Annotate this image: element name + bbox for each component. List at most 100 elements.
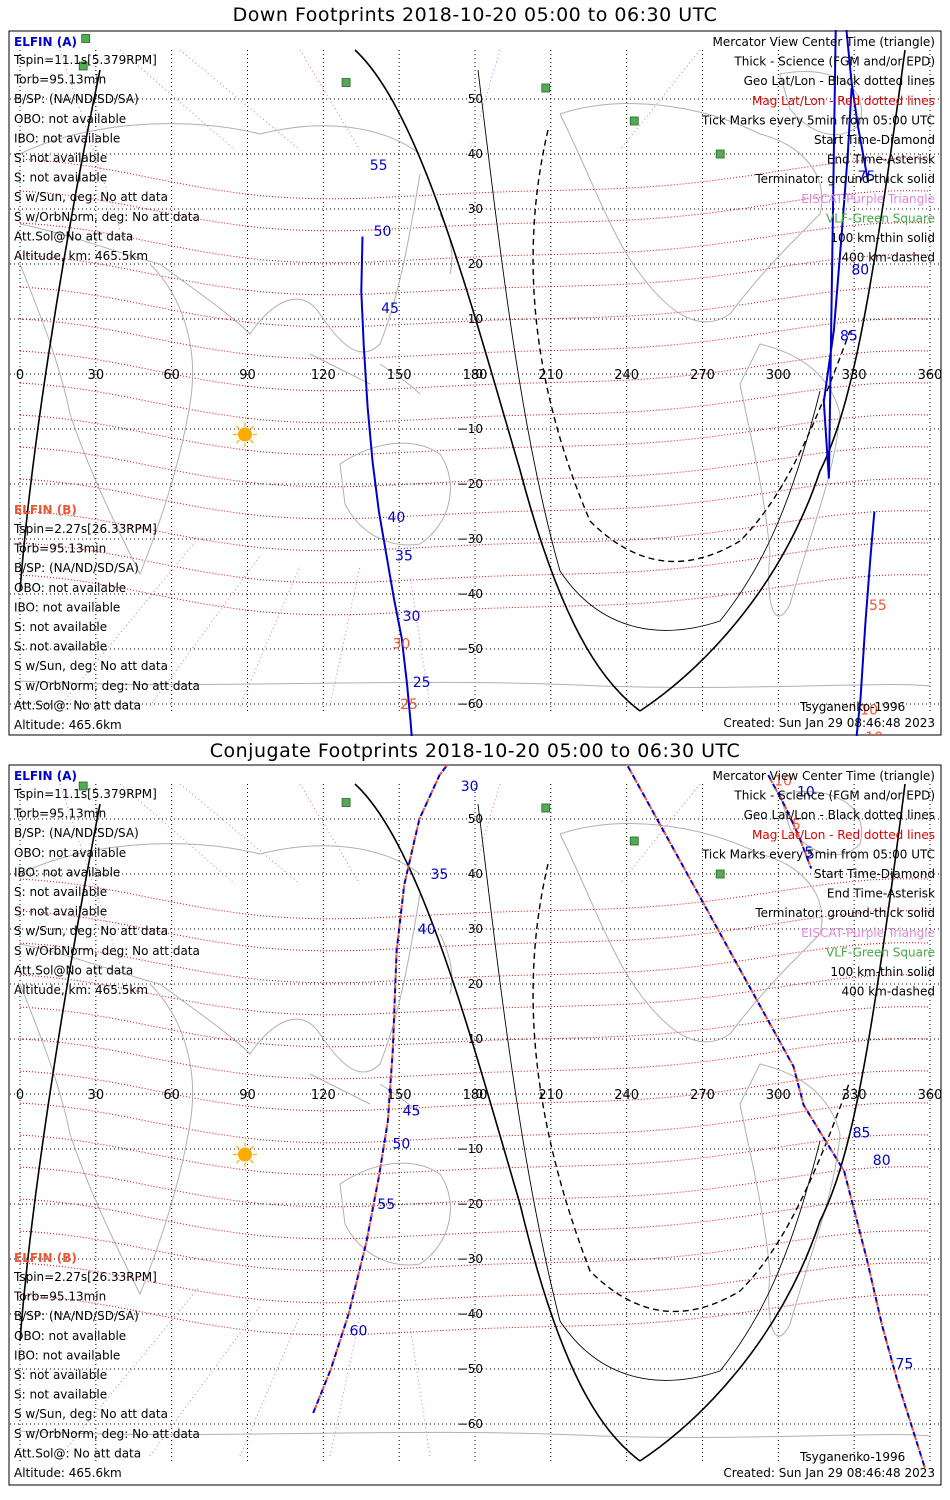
track-time-tick: 75 [858, 169, 876, 185]
legend-line: Thick - Science (FGM and/or EPD) [733, 55, 935, 69]
elfin-b-info-line: S: not available [14, 1388, 107, 1402]
track-time-tick: 5 [878, 598, 887, 614]
elfin-b-info-line: S: not available [14, 620, 107, 634]
terminator-400km [532, 863, 851, 1313]
y-tick-label: 50 [468, 92, 483, 106]
vlf-station-marker [341, 78, 351, 87]
elfin-a-info-line: S w/Sun, deg: No att data [14, 924, 168, 938]
terminator-100km [477, 69, 821, 631]
elfin-b-info-line: Att.Sol@: No att data [14, 1446, 141, 1460]
elfin-a-info-line: Att.Sol@No att data [14, 963, 133, 977]
y-tick-label: −40 [458, 587, 483, 601]
mag-lon-line [239, 1315, 301, 1457]
elfin-b-info-line: IBO: not available [14, 1348, 120, 1362]
elfin-b-info-line: S w/OrbNorm, deg: No att data [14, 679, 200, 693]
legend-line: 100 km-thin solid [830, 965, 935, 979]
mag-lat-curve [19, 222, 931, 264]
legend-line: VLF-Green Square [826, 211, 935, 225]
track-time-tick: 25 [413, 675, 431, 691]
created-timestamp: Created: Sun Jan 29 08:46:48 2023 [723, 1466, 935, 1480]
elfin-b-info-line: B/SP: (NA/ND/SD/SA) [14, 561, 139, 575]
mag-lat-curve [19, 286, 931, 328]
track-time-tick: 10 [797, 785, 815, 801]
y-tick-label: 40 [468, 867, 483, 881]
elfin-a-info-line: S: not available [14, 905, 107, 919]
coastline [779, 70, 862, 136]
elfin-b-header: ELFIN (B) [14, 1251, 77, 1265]
elfin-a-info-line: Torb=95.13min [13, 807, 106, 821]
legend-line: EISCAT-Purple Triangle [801, 192, 935, 206]
terminator-100km [477, 803, 821, 1381]
terminator-ground-left [354, 49, 641, 712]
mag-lat-curve [19, 1038, 931, 1080]
legend-line: Thick - Science (FGM and/or EPD) [733, 789, 935, 803]
left-info: ELFIN (A) Tspin=11.1s[5.379RPM] Torb=95.13… [13, 769, 200, 1480]
mag-lat-curve [19, 1294, 931, 1336]
x-tick-label: 330 [842, 1088, 867, 1103]
track-time-tick: 50 [374, 224, 392, 240]
axis-labels: 0 30 60 90 120 150 180 210 240 270 300 330 360504030… [16, 812, 943, 1431]
track-time-tick: 25 [400, 697, 418, 713]
coastline [559, 103, 823, 323]
created-timestamp: Created: Sun Jan 29 08:46:48 2023 [723, 716, 935, 730]
markers [78, 34, 725, 447]
track-time-tick: 10 [774, 774, 792, 790]
elfin-a-info-line: IBO: not available [14, 865, 120, 879]
elfin-b-info-line: S w/Sun, deg: No att data [14, 1407, 168, 1421]
vlf-station-marker [715, 869, 725, 879]
track-time-tick: 45 [403, 1104, 421, 1120]
elfin-a-info-line: B/SP: (NA/ND/SD/SA) [14, 826, 139, 840]
legend-line: Mercator View Center Time (triangle) [713, 35, 935, 49]
y-tick-label: 40 [468, 147, 483, 161]
x-tick-label: 240 [614, 368, 639, 383]
track-time-tick: 35 [395, 549, 413, 565]
legend-line: Start Time-Diamond [814, 867, 935, 881]
elfin-b-info-line: Torb=95.13min [13, 1290, 106, 1304]
x-tick-label: 60 [163, 368, 180, 383]
y-tick-label: −40 [458, 1307, 483, 1321]
elfin-a-header: ELFIN (A) [14, 769, 77, 783]
mag-lat-curve [19, 1102, 931, 1144]
coastline [439, 213, 453, 275]
grid-layer [10, 49, 940, 711]
legend-line: Geo Lat/Lon - Black dotted lines [744, 808, 935, 822]
terminator-ground-left [354, 783, 641, 1462]
vlf-station-marker [78, 781, 88, 791]
mag-lat-curve [19, 350, 931, 392]
legend-line: Tick Marks every 5min from 05:00 UTC [701, 847, 935, 861]
legend-line: Terminator: ground-thick solid [754, 906, 935, 920]
vlf-station-marker [629, 836, 639, 846]
elfin-b-info-line: B/SP: (NA/ND/SD/SA) [14, 1309, 139, 1323]
track-time-tick: 10 [865, 730, 883, 736]
mag-lat-curve [19, 1070, 931, 1112]
vlf-station-marker [629, 116, 639, 126]
y-tick-label: 10 [468, 312, 483, 326]
elfin-a-info-line: OBO: not available [14, 846, 126, 860]
track-time-tick: 40 [387, 510, 405, 526]
mag-lat-curve [19, 446, 931, 488]
elfin-a-info-line: Tspin=11.1s[5.379RPM] [13, 787, 157, 801]
mag-lon-line [239, 565, 301, 707]
track-time-tick: 40 [418, 922, 436, 938]
legend: Mercator View Center Time (triangle) Thic… [701, 35, 935, 265]
mag-lat-curve [19, 974, 931, 1016]
mag-lat-curve [19, 1134, 931, 1176]
terminator-400km [532, 129, 851, 563]
x-tick-label: 180 [463, 1088, 488, 1103]
track-time-tick: 30 [461, 779, 479, 795]
elfin-a-track [360, 236, 413, 736]
elfin-a-info-line: Att.Sol@No att data [14, 229, 133, 243]
y-tick-label: −50 [458, 642, 483, 656]
mag-lon-line [59, 1285, 201, 1457]
y-tick-label: 50 [468, 812, 483, 826]
coastlines [19, 70, 931, 688]
coastline [19, 1430, 931, 1438]
x-tick-label: 330 [842, 368, 867, 383]
y-tick-label: 20 [468, 257, 483, 271]
mag-lat-curve [19, 318, 931, 360]
vlf-station-marker [541, 83, 551, 93]
elfin-a-track [822, 30, 870, 479]
elfin-b-info-line: Altitude: 465.6km [14, 1466, 122, 1480]
terminator-west [19, 69, 101, 592]
sun-icon [237, 1147, 252, 1162]
